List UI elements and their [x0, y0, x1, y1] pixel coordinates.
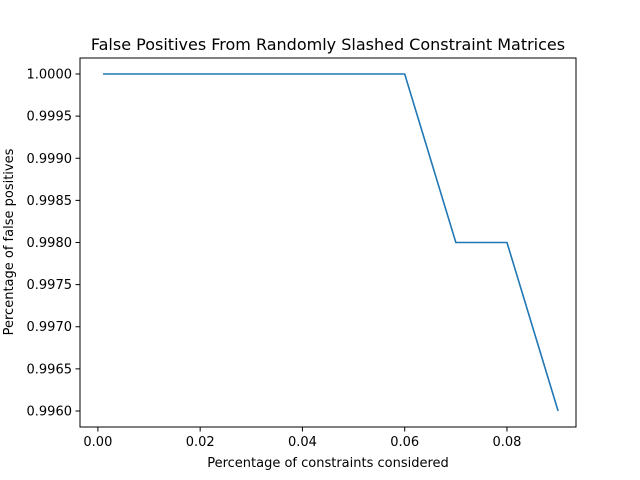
x-tick-label: 0.02 — [186, 435, 215, 450]
y-tick-label: 0.9985 — [27, 194, 73, 209]
y-tick-label: 0.9965 — [27, 362, 73, 377]
y-axis-label: Percentage of false positives — [2, 148, 17, 335]
y-tick-label: 0.9975 — [27, 278, 73, 293]
y-tick-label: 0.9970 — [27, 320, 73, 335]
x-tick-label: 0.08 — [492, 435, 521, 450]
y-tick-label: 0.9960 — [27, 404, 73, 419]
x-tick-label: 0.06 — [390, 435, 419, 450]
x-axis: 0.00 0.02 0.04 0.06 0.08 — [83, 427, 521, 450]
y-tick-label: 0.9980 — [27, 236, 73, 251]
x-tick-label: 0.04 — [288, 435, 317, 450]
y-tick-label: 0.9995 — [27, 110, 73, 125]
x-axis-label: Percentage of constraints considered — [207, 456, 449, 471]
y-tick-label: 0.9990 — [27, 152, 73, 167]
series-line-0 — [103, 73, 559, 412]
plot-area — [103, 73, 559, 412]
y-axis: 1.0000 0.9995 0.9990 0.9985 0.9980 0.9975 0.99… — [27, 68, 80, 419]
x-tick-label: 0.00 — [83, 435, 112, 450]
chart-title: False Positives From Randomly Slashed Co… — [91, 35, 565, 54]
y-tick-label: 1.0000 — [27, 68, 73, 83]
